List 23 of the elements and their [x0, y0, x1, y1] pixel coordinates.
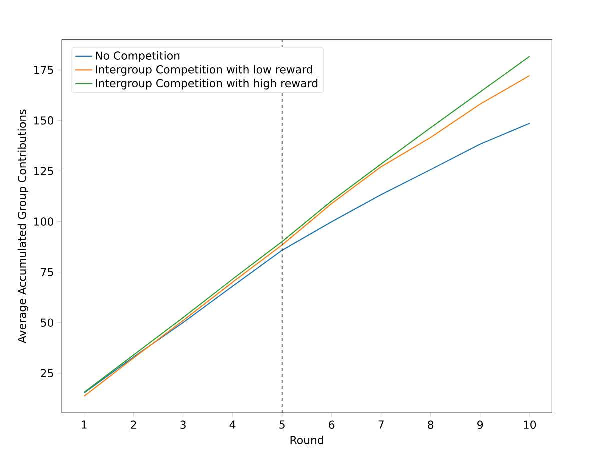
x-tick-label: 8 — [428, 420, 434, 430]
y-tick-label: 150 — [34, 116, 54, 125]
y-tick-label: 75 — [41, 268, 54, 276]
x-tick-label: 9 — [478, 420, 484, 430]
line-series — [84, 122, 530, 394]
x-tick-label: 6 — [329, 420, 335, 430]
x-tick-label: 4 — [230, 420, 236, 429]
y-tick-label: 100 — [34, 218, 54, 226]
y-axis-title: Average Accumulated Group Contributions — [18, 110, 28, 344]
y-tick-label: 175 — [34, 66, 54, 74]
x-tick-label: 2 — [131, 420, 136, 429]
y-tick-label: 125 — [34, 167, 54, 176]
x-tick-label: 7 — [378, 420, 384, 429]
y-tick-label: 50 — [41, 318, 54, 327]
legend-label: Intergroup Competition with high reward — [96, 79, 318, 90]
x-tick-label: 3 — [180, 420, 186, 430]
x-tick-label: 1 — [82, 420, 87, 429]
x-tick-label: 10 — [524, 420, 536, 430]
legend-label: No Competition — [96, 51, 180, 62]
x-tick-label: 5 — [280, 420, 285, 429]
legend-label: Intergroup Competition with low reward — [96, 65, 312, 76]
y-tick-label: 25 — [41, 369, 54, 378]
x-axis-title: Round — [290, 436, 324, 444]
